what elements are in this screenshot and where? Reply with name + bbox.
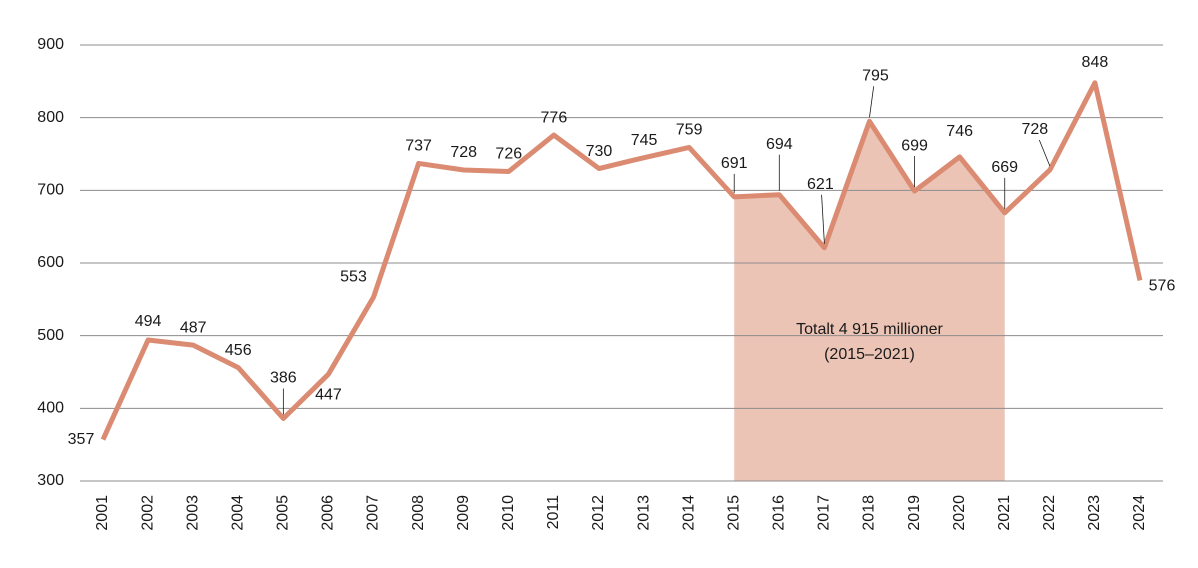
highlight-area [734,121,1005,482]
x-tick-label: 2005 [275,495,292,531]
data-label: 726 [495,146,522,163]
data-label: 745 [631,132,658,149]
x-tick-label: 2010 [500,495,517,531]
x-tick-label: 2001 [94,495,111,531]
data-label: 553 [340,268,367,285]
data-label: 694 [766,136,793,153]
data-label: 447 [315,386,342,403]
x-tick-label: 2024 [1131,495,1148,531]
y-tick-label: 700 [37,182,64,199]
data-line [100,80,1143,441]
data-label: 691 [721,155,748,172]
x-tick-label: 2006 [320,495,337,531]
data-label: 848 [1082,54,1109,71]
data-label: 576 [1149,278,1176,295]
x-tick-label: 2012 [590,495,607,531]
x-tick-label: 2021 [996,495,1013,531]
data-label: 776 [541,109,568,126]
x-tick-label: 2014 [680,495,697,531]
x-tick-label: 2023 [1086,495,1103,531]
data-label: 730 [586,143,613,160]
x-tick-label: 2016 [771,495,788,531]
annotation: (2015–2021) [824,346,915,363]
y-tick-label: 800 [37,109,64,126]
y-tick-label: 400 [37,400,64,417]
data-label: 759 [676,122,703,139]
x-tick-label: 2009 [455,495,472,531]
x-tick-label: 2015 [725,495,742,531]
data-label: 386 [270,370,297,387]
data-label: 456 [225,342,252,359]
data-label: 737 [405,138,432,155]
leader-line [869,86,875,118]
data-label: 487 [180,319,207,336]
data-label: 669 [991,159,1018,176]
leader-line [1038,139,1051,167]
y-tick-label: 500 [37,327,64,344]
x-tick-label: 2003 [184,495,201,531]
data-label: 621 [807,176,834,193]
x-tick-label: 2011 [545,495,562,530]
x-tick-label: 2013 [635,495,652,531]
x-tick-label: 2007 [365,495,382,531]
x-tick-label: 2019 [906,495,923,531]
data-label: 699 [901,137,928,154]
data-label: 746 [946,123,973,140]
x-tick-label: 2004 [229,495,246,531]
leader-line [821,194,825,244]
x-tick-label: 2008 [410,495,427,531]
data-label: 795 [862,68,889,85]
x-tick-label: 2017 [816,495,833,531]
data-label: 728 [450,144,477,161]
data-label: 494 [135,313,162,330]
y-tick-label: 900 [37,36,64,53]
x-tick-label: 2020 [951,495,968,531]
y-tick-label: 600 [37,254,64,271]
annotation: Totalt 4 915 millioner [796,321,943,338]
data-label: 728 [1021,121,1048,138]
x-tick-label: 2022 [1041,495,1058,531]
y-tick-label: 300 [37,472,64,489]
data-label: 357 [68,431,95,448]
x-tick-label: 2002 [139,495,156,531]
x-tick-label: 2018 [861,495,878,531]
